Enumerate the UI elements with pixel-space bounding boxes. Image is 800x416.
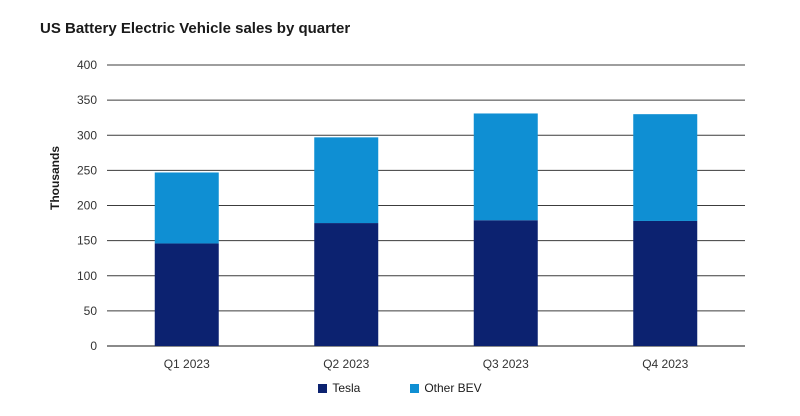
y-axis-tick-labels: 0 50 100 150 200 250 300 350 400 (77, 58, 97, 353)
legend-label-other-bev: Other BEV (424, 381, 482, 395)
bar-other-bev-q4-2023 (633, 114, 698, 221)
y-tick-label: 50 (84, 304, 98, 318)
x-tick-label: Q1 2023 (164, 357, 210, 371)
y-tick-label: 200 (77, 199, 97, 213)
legend: Tesla Other BEV (0, 381, 800, 395)
y-tick-label: 100 (77, 269, 97, 283)
y-tick-label: 400 (77, 58, 97, 72)
x-tick-label: Q3 2023 (483, 357, 529, 371)
legend-swatch-other-bev (410, 383, 420, 393)
legend-item-other-bev: Other BEV (410, 381, 482, 395)
legend-label-tesla: Tesla (332, 381, 361, 395)
chart-title: US Battery Electric Vehicle sales by qua… (40, 20, 351, 37)
bars (154, 113, 698, 346)
legend-item-tesla: Tesla (318, 381, 360, 395)
bar-tesla-q1-2023 (154, 243, 219, 346)
y-tick-label: 300 (77, 128, 97, 142)
x-tick-label: Q2 2023 (323, 357, 369, 371)
x-axis-tick-labels: Q1 2023 Q2 2023 Q3 2023 Q4 2023 (164, 357, 689, 371)
bar-other-bev-q2-2023 (314, 137, 379, 224)
bar-tesla-q4-2023 (633, 220, 698, 346)
y-tick-label: 150 (77, 234, 97, 248)
y-tick-label: 0 (90, 339, 97, 353)
y-tick-label: 250 (77, 163, 97, 177)
legend-swatch-tesla (318, 383, 328, 393)
bar-tesla-q3-2023 (473, 220, 538, 346)
bar-other-bev-q1-2023 (154, 172, 219, 244)
x-tick-label: Q4 2023 (642, 357, 688, 371)
bar-other-bev-q3-2023 (473, 113, 538, 221)
y-axis-title: Thousands (48, 146, 62, 210)
y-tick-label: 350 (77, 93, 97, 107)
bar-tesla-q2-2023 (314, 223, 379, 346)
